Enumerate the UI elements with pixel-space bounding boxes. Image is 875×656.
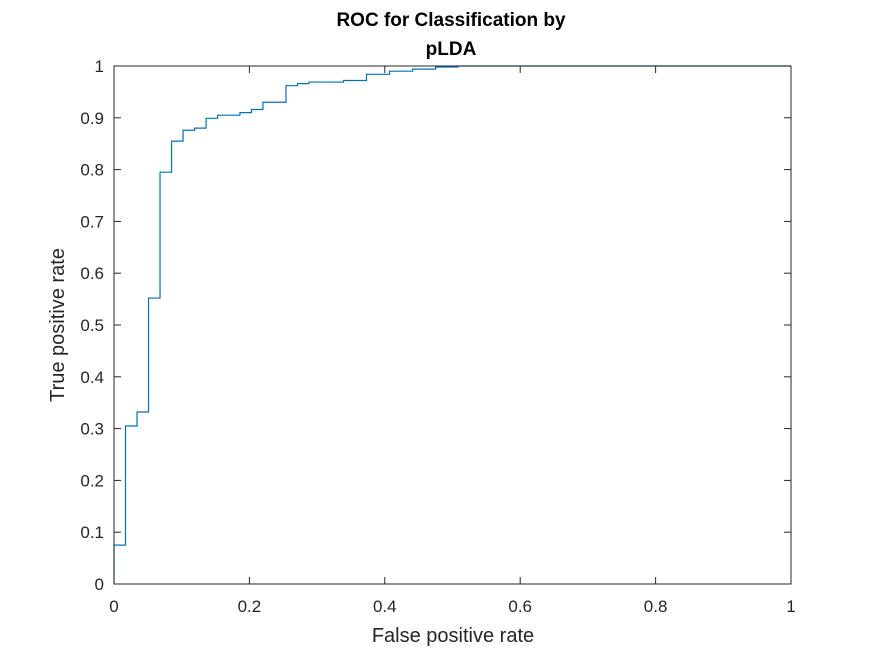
y-tick-label: 0.5	[80, 316, 104, 335]
plot-frame	[113, 65, 792, 585]
y-tick-label: 0.2	[80, 471, 104, 490]
y-axis-label: True positive rate	[47, 248, 69, 402]
y-tick-label: 0.7	[80, 212, 104, 231]
y-tick-label: 0.3	[80, 420, 104, 439]
y-tick-label: 0.9	[80, 109, 104, 128]
chart-title-line-2: pLDA	[426, 39, 477, 60]
x-tick-label: 1	[786, 597, 795, 616]
x-tick-label: 0.4	[373, 597, 397, 616]
x-tick-label: 0	[109, 597, 118, 616]
y-tick-label: 0.1	[80, 523, 104, 542]
y-tick-label: 0.4	[80, 368, 104, 387]
x-tick-label: 0.2	[238, 597, 262, 616]
y-tick-label: 0.6	[80, 264, 104, 283]
x-axis-label: False positive rate	[372, 625, 534, 647]
chart-title-line-1: ROC for Classification by	[336, 10, 566, 31]
roc-curve-line	[113, 65, 791, 584]
x-axis-ticks: 0 0.2 0.4 0.6 0.8 1	[109, 66, 796, 616]
y-tick-label: 1	[95, 57, 104, 76]
x-tick-label: 0.6	[508, 597, 532, 616]
series-layer	[113, 65, 791, 584]
y-axis-ticks: 0 0.1 0.2 0.3 0.4 0.5 0.6 0.7 0.8 0.9 1	[80, 57, 791, 594]
x-tick-label: 0.8	[644, 597, 668, 616]
y-tick-label: 0.8	[80, 161, 104, 180]
y-tick-label: 0	[95, 575, 104, 594]
